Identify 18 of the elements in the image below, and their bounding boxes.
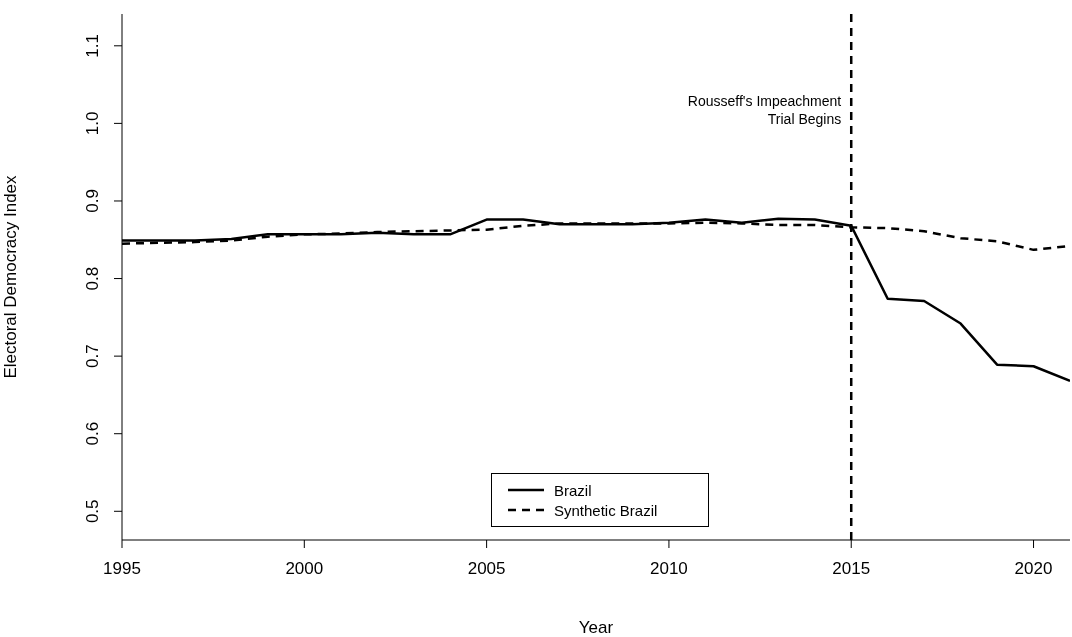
ref-line-label: Rousseff's Impeachment Trial Begins — [687, 93, 842, 127]
x-tick-label: 2010 — [650, 559, 688, 578]
y-axis-title: Electoral Democracy Index — [1, 174, 21, 379]
y-tick-label: 0.7 — [83, 344, 102, 368]
x-tick-label: 2000 — [285, 559, 324, 578]
legend-label: Synthetic Brazil — [554, 501, 658, 519]
x-tick-label: 2020 — [1014, 559, 1053, 578]
y-tick-label: 1.0 — [83, 111, 102, 136]
x-tick-label: 1995 — [103, 559, 141, 578]
y-tick-label: 1.1 — [83, 33, 102, 58]
x-axis-title: Year — [578, 618, 614, 637]
x-tick-label: 2015 — [832, 559, 871, 578]
y-tick-label: 0.5 — [83, 499, 102, 524]
y-tick-label: 0.8 — [83, 266, 102, 291]
y-tick-label: 0.6 — [83, 421, 102, 446]
legend-label: Brazil — [554, 481, 592, 499]
x-tick-label: 2005 — [467, 559, 506, 578]
y-tick-label: 0.9 — [83, 189, 102, 213]
